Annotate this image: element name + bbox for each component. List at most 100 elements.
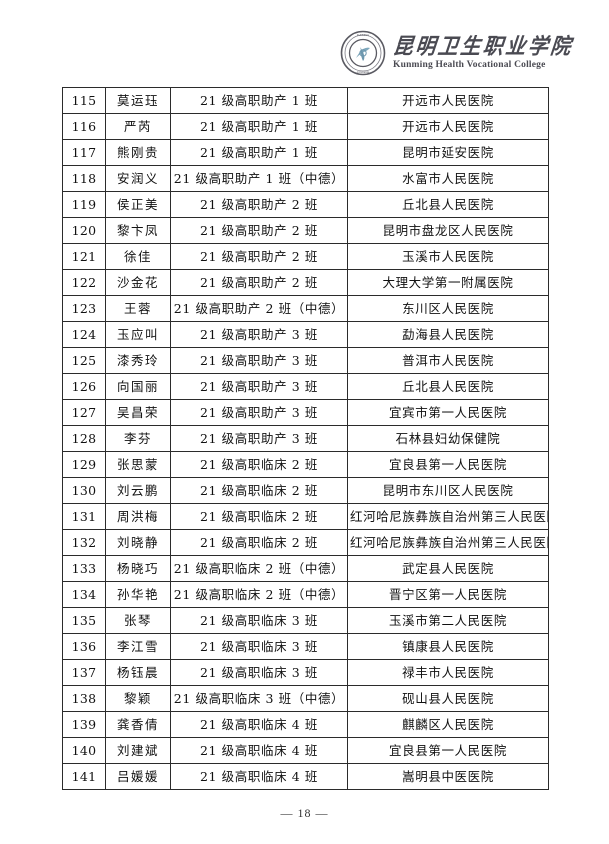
- table-row: 139 龚香倩 21 级高职临床 4 班麒麟区人民医院: [62, 711, 549, 738]
- cell-hosp: 晋宁区第一人民医院: [347, 581, 549, 608]
- table-row: 115 莫运珏 21 级高职助产 1 班开远市人民医院: [62, 87, 549, 114]
- table-row: 140 刘建斌 21 级高职临床 4 班宜良县第一人民医院: [62, 737, 549, 764]
- cell-cls: 21 级高职临床 4 班: [170, 737, 348, 764]
- cell-hosp: 玉溪市人民医院: [347, 243, 549, 270]
- cell-seq: 140: [62, 737, 106, 764]
- table-row: 123 王蓉 21 级高职助产 2 班（中德） 东川区人民医院: [62, 295, 549, 322]
- cell-hosp: 水富市人民医院: [347, 165, 549, 192]
- cell-cls: 21 级高职助产 2 班: [170, 269, 348, 296]
- table-row: 120 黎卞凤 21 级高职助产 2 班昆明市盘龙区人民医院: [62, 217, 549, 244]
- cell-cls: 21 级高职助产 3 班: [170, 399, 348, 426]
- cell-cls: 21 级高职临床 3 班（中德）: [170, 685, 348, 712]
- cell-seq: 121: [62, 243, 106, 270]
- cell-hosp: 玉溪市第二人民医院: [347, 607, 549, 634]
- table-row: 136 李江雪 21 级高职临床 3 班镇康县人民医院: [62, 633, 549, 660]
- cell-hosp: 开远市人民医院: [347, 87, 549, 114]
- college-logo-text: 昆明卫生职业学院 Kunming Health Vocational Colle…: [391, 32, 575, 71]
- cell-cls: 21 级高职助产 3 班: [170, 425, 348, 452]
- college-name-cn: 昆明卫生职业学院: [391, 32, 575, 59]
- cell-hosp: 宜宾市第一人民医院: [347, 399, 549, 426]
- cell-name: 黎颖: [105, 685, 171, 712]
- cell-hosp: 红河哈尼族彝族自治州第三人民医院: [347, 503, 549, 530]
- cell-seq: 136: [62, 633, 106, 660]
- table-row: 122 沙金花 21 级高职助产 2 班大理大学第一附属医院: [62, 269, 549, 296]
- cell-hosp: 禄丰市人民医院: [347, 659, 549, 686]
- cell-cls: 21 级高职临床 4 班: [170, 763, 348, 790]
- table-row: 141 吕媛媛 21 级高职临床 4 班嵩明县中医医院: [62, 763, 549, 790]
- cell-cls: 21 级高职助产 2 班（中德）: [170, 295, 348, 322]
- cell-seq: 133: [62, 555, 106, 582]
- table-row: 124 玉应叫 21 级高职助产 3 班勐海县人民医院: [62, 321, 549, 348]
- table-row: 138 黎颖 21 级高职临床 3 班（中德） 砚山县人民医院: [62, 685, 549, 712]
- roster-table: 115 莫运珏 21 级高职助产 1 班开远市人民医院 116 严芮 21 级高职助产 1…: [62, 87, 549, 790]
- table-row: 117 熊刚贵 21 级高职助产 1 班昆明市延安医院: [62, 139, 549, 166]
- table-row: 118 安润义 21 级高职助产 1 班（中德） 水富市人民医院: [62, 165, 549, 192]
- cell-cls: 21 级高职助产 2 班: [170, 191, 348, 218]
- cell-seq: 137: [62, 659, 106, 686]
- cell-name: 沙金花: [105, 269, 171, 296]
- table-row: 134 孙华艳 21 级高职临床 2 班（中德） 晋宁区第一人民医院: [62, 581, 549, 608]
- cell-seq: 123: [62, 295, 106, 322]
- table-row: 135 张琴 21 级高职临床 3 班玉溪市第二人民医院: [62, 607, 549, 634]
- table-row: 126 向国丽 21 级高职助产 3 班丘北县人民医院: [62, 373, 549, 400]
- cell-seq: 139: [62, 711, 106, 738]
- cell-cls: 21 级高职临床 2 班（中德）: [170, 581, 348, 608]
- cell-name: 安润义: [105, 165, 171, 192]
- table-row: 127 吴昌荣 21 级高职助产 3 班宜宾市第一人民医院: [62, 399, 549, 426]
- cell-seq: 134: [62, 581, 106, 608]
- cell-hosp: 大理大学第一附属医院: [347, 269, 549, 296]
- table-row: 133 杨晓巧 21 级高职临床 2 班（中德） 武定县人民医院: [62, 555, 549, 582]
- page-header: KUNMING COLLEGE 昆明卫生职业学院 Kunming Health …: [340, 30, 575, 76]
- cell-name: 漆秀玲: [105, 347, 171, 374]
- internship-roster: 115 莫运珏 21 级高职助产 1 班开远市人民医院 116 严芮 21 级高职助产 1…: [62, 87, 549, 790]
- cell-seq: 115: [62, 87, 106, 114]
- cell-seq: 125: [62, 347, 106, 374]
- cell-name: 吴昌荣: [105, 399, 171, 426]
- cell-hosp: 嵩明县中医医院: [347, 763, 549, 790]
- cell-name: 向国丽: [105, 373, 171, 400]
- cell-name: 严芮: [105, 113, 171, 140]
- cell-cls: 21 级高职临床 2 班: [170, 503, 348, 530]
- table-row: 137 杨钰晨 21 级高职临床 3 班禄丰市人民医院: [62, 659, 549, 686]
- cell-hosp: 昆明市盘龙区人民医院: [347, 217, 549, 244]
- cell-hosp: 宜良县第一人民医院: [347, 737, 549, 764]
- cell-hosp: 麒麟区人民医院: [347, 711, 549, 738]
- cell-name: 黎卞凤: [105, 217, 171, 244]
- table-row: 130 刘云鹏 21 级高职临床 2 班昆明市东川区人民医院: [62, 477, 549, 504]
- college-seal-icon: KUNMING COLLEGE: [340, 30, 386, 76]
- cell-name: 李江雪: [105, 633, 171, 660]
- roster-table-body: 115 莫运珏 21 级高职助产 1 班开远市人民医院 116 严芮 21 级高职助产 1…: [62, 87, 549, 790]
- cell-hosp: 开远市人民医院: [347, 113, 549, 140]
- svg-text:COLLEGE: COLLEGE: [357, 70, 370, 74]
- cell-name: 刘建斌: [105, 737, 171, 764]
- cell-name: 徐佳: [105, 243, 171, 270]
- cell-seq: 122: [62, 269, 106, 296]
- cell-cls: 21 级高职助产 3 班: [170, 347, 348, 374]
- cell-seq: 126: [62, 373, 106, 400]
- cell-cls: 21 级高职助产 2 班: [170, 243, 348, 270]
- cell-cls: 21 级高职临床 2 班（中德）: [170, 555, 348, 582]
- cell-seq: 138: [62, 685, 106, 712]
- svg-text:KUNMING: KUNMING: [357, 33, 369, 37]
- cell-hosp: 砚山县人民医院: [347, 685, 549, 712]
- cell-cls: 21 级高职助产 1 班（中德）: [170, 165, 348, 192]
- cell-hosp: 石林县妇幼保健院: [347, 425, 549, 452]
- table-row: 119 侯正美 21 级高职助产 2 班丘北县人民医院: [62, 191, 549, 218]
- cell-name: 刘云鹏: [105, 477, 171, 504]
- cell-hosp: 红河哈尼族彝族自治州第三人民医院: [347, 529, 549, 556]
- cell-seq: 129: [62, 451, 106, 478]
- cell-name: 孙华艳: [105, 581, 171, 608]
- cell-name: 刘晓静: [105, 529, 171, 556]
- cell-name: 熊刚贵: [105, 139, 171, 166]
- cell-seq: 141: [62, 763, 106, 790]
- cell-seq: 130: [62, 477, 106, 504]
- table-row: 128 李芬 21 级高职助产 3 班石林县妇幼保健院: [62, 425, 549, 452]
- cell-name: 张思蒙: [105, 451, 171, 478]
- table-row: 116 严芮 21 级高职助产 1 班开远市人民医院: [62, 113, 549, 140]
- cell-seq: 117: [62, 139, 106, 166]
- cell-name: 侯正美: [105, 191, 171, 218]
- cell-name: 杨钰晨: [105, 659, 171, 686]
- cell-seq: 127: [62, 399, 106, 426]
- cell-cls: 21 级高职临床 3 班: [170, 607, 348, 634]
- cell-name: 李芬: [105, 425, 171, 452]
